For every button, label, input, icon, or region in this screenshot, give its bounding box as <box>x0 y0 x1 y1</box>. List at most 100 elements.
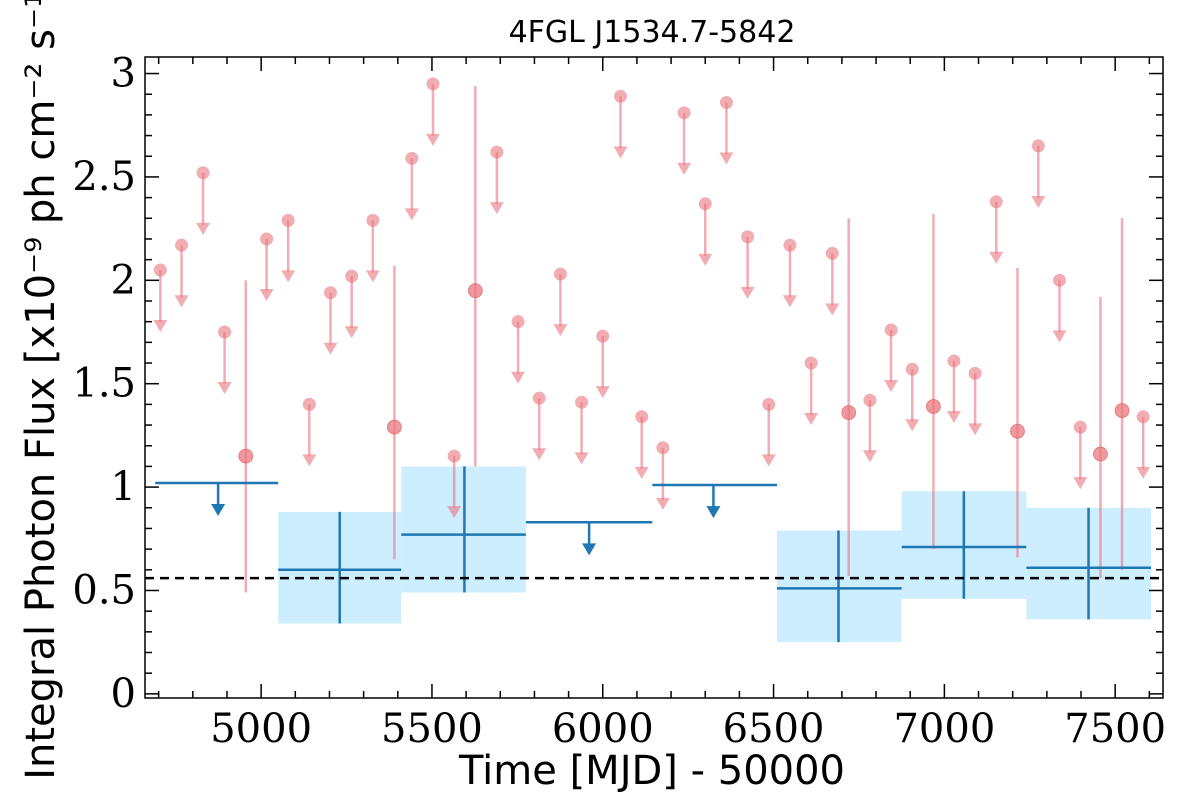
fine-upper-limit-arrow <box>302 454 317 467</box>
fine-upper-limit-arrow <box>553 324 568 337</box>
fine-upper-limit-arrow <box>1073 477 1088 490</box>
fine-upper-limit-marker <box>989 195 1003 209</box>
fine-upper-limit-arrow <box>905 419 920 432</box>
fine-upper-limit-arrow <box>574 452 589 465</box>
fine-upper-limit-marker <box>302 397 316 411</box>
fine-upper-limit-arrow <box>217 382 232 395</box>
fine-upper-limit-arrow <box>761 454 776 467</box>
fine-detection-marker <box>1114 403 1130 419</box>
fine-upper-limit-marker <box>575 395 589 409</box>
fine-upper-limit-marker <box>762 397 776 411</box>
x-tick-label: 7500 <box>1064 706 1166 752</box>
fine-upper-limit-arrow <box>323 342 338 355</box>
fine-upper-limit-marker <box>153 263 167 277</box>
fine-detection-marker <box>467 283 483 299</box>
fine-upper-limit-marker <box>1136 410 1150 424</box>
fine-upper-limit-marker <box>426 77 440 91</box>
fine-upper-limit-marker <box>405 151 419 165</box>
coarse-upper-limit-arrow <box>211 504 226 517</box>
fine-upper-limit-arrow <box>259 288 274 301</box>
fine-upper-limit-marker <box>532 391 546 405</box>
coarse-upper-limit-arrow <box>706 506 721 519</box>
fine-upper-limit-marker <box>741 230 755 244</box>
fine-upper-limit-arrow <box>489 202 504 215</box>
fine-upper-limit-arrow <box>968 423 983 436</box>
fine-upper-limit-marker <box>1073 420 1087 434</box>
y-tick-label: 1 <box>111 464 136 510</box>
axes: 5000 5500 6000 6500 7000 7500 0 0.5 1 1.5 2 2.5 3 <box>72 51 1166 752</box>
fine-upper-limit-marker <box>596 329 610 343</box>
fine-detection-marker <box>925 398 941 414</box>
fine-upper-limit-arrow <box>804 413 819 426</box>
fine-upper-limit-marker <box>947 354 961 368</box>
fine-detection-marker <box>1009 423 1025 439</box>
fine-detection-marker <box>386 419 402 435</box>
fine-upper-limit-arrow <box>447 506 462 519</box>
fine-upper-limit-marker <box>447 449 461 463</box>
x-tick-label: 6500 <box>723 706 825 752</box>
y-tick-label: 2 <box>111 257 136 303</box>
fine-detection-marker <box>238 448 254 464</box>
fine-upper-limit-arrow <box>782 295 797 308</box>
fine-upper-limit-arrow <box>595 386 610 399</box>
y-tick-label: 2.5 <box>72 154 136 200</box>
x-tick-label: 6000 <box>552 706 654 752</box>
fine-upper-limit-arrow <box>196 222 211 235</box>
fine-upper-limit-marker <box>366 213 380 227</box>
fine-upper-limit-arrow <box>425 133 440 146</box>
fine-upper-limit-arrow <box>153 320 168 333</box>
fine-upper-limit-marker <box>905 362 919 376</box>
fine-upper-limit-marker <box>1052 273 1066 287</box>
x-tick-label: 5000 <box>210 706 312 752</box>
x-tick-label: 7000 <box>893 706 995 752</box>
fine-upper-limit-marker <box>345 269 359 283</box>
fine-upper-limit-marker <box>553 267 567 281</box>
fine-upper-limit-arrow <box>281 270 296 283</box>
fine-upper-limit-arrow <box>862 450 877 463</box>
fine-upper-limit-arrow <box>946 410 961 423</box>
fine-upper-limit-arrow <box>1052 330 1067 343</box>
fine-upper-limit-arrow <box>404 208 419 221</box>
fine-upper-limit-marker <box>490 145 504 159</box>
chart-title: 4FGL J1534.7-5842 <box>509 15 796 50</box>
fine-upper-limit-arrow <box>511 371 526 384</box>
fine-upper-limit-arrow <box>532 448 547 461</box>
fine-upper-limit-marker <box>511 315 525 329</box>
y-tick-label: 0.5 <box>72 567 136 613</box>
fine-upper-limit-arrow <box>344 326 359 339</box>
fine-upper-limit-marker <box>281 213 295 227</box>
fine-upper-limit-arrow <box>719 152 734 165</box>
fine-upper-limit-marker <box>968 366 982 380</box>
fine-upper-limit-marker <box>884 323 898 337</box>
x-tick-label: 5500 <box>381 706 483 752</box>
fine-upper-limit-arrow <box>655 497 670 510</box>
plot-area <box>145 77 1163 643</box>
fine-upper-limit-arrow <box>989 251 1004 264</box>
fine-upper-limit-arrow <box>698 253 713 266</box>
fine-upper-limit-marker <box>196 166 210 180</box>
fine-upper-limit-arrow <box>634 466 649 479</box>
y-tick-label: 3 <box>111 51 136 97</box>
fine-upper-limit-marker <box>218 325 232 339</box>
fine-upper-limit-arrow <box>740 286 755 299</box>
fine-upper-limit-marker <box>656 441 670 455</box>
fine-upper-limit-arrow <box>613 146 628 159</box>
fine-upper-limit-marker <box>635 410 649 424</box>
fine-upper-limit-marker <box>698 197 712 211</box>
fine-upper-limit-arrow <box>1031 195 1046 208</box>
fine-upper-limit-marker <box>825 246 839 260</box>
fine-upper-limit-marker <box>677 106 691 120</box>
plot-frame <box>144 56 1164 699</box>
fine-upper-limit-arrow <box>174 295 189 308</box>
y-tick-label: 1.5 <box>72 361 136 407</box>
fine-upper-limit-arrow <box>365 270 380 283</box>
fine-detection-marker <box>1092 446 1108 462</box>
fine-upper-limit-marker <box>1031 139 1045 153</box>
fine-upper-limit-marker <box>863 393 877 407</box>
fine-upper-limit-arrow <box>1136 466 1151 479</box>
y-axis-label: Integral Photon Flux [x10⁻⁹ ph cm⁻² s⁻¹] <box>18 0 64 780</box>
fine-upper-limit-marker <box>804 356 818 370</box>
fine-upper-limit-marker <box>783 238 797 252</box>
fine-upper-limit-arrow <box>677 162 692 175</box>
